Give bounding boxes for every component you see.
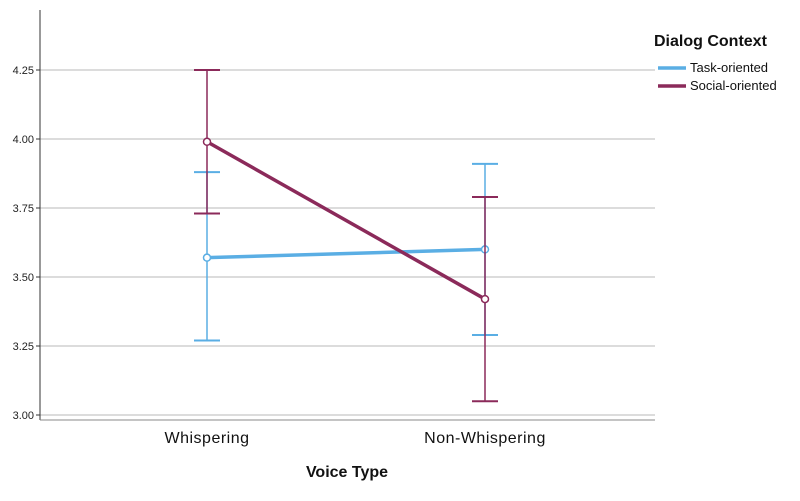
series-task-oriented <box>194 162 498 342</box>
legend-title: Dialog Context <box>654 33 768 50</box>
series-social-oriented <box>194 69 498 403</box>
y-tick-label: 3.75 <box>13 203 34 215</box>
legend-label: Social-oriented <box>690 78 777 93</box>
y-tick-label: 4.25 <box>13 65 34 77</box>
y-tick-label: 4.00 <box>13 134 34 146</box>
legend-items: Task-oriented Social-oriented <box>658 60 777 93</box>
axes <box>39 10 655 421</box>
x-category-label: Non-Whispering <box>424 430 546 447</box>
data-point <box>202 253 212 262</box>
x-category-labels: Whispering Non-Whispering <box>164 430 545 447</box>
x-category-label: Whispering <box>164 430 249 447</box>
series-line <box>205 247 487 260</box>
data-point <box>480 294 490 304</box>
series-line <box>205 140 487 301</box>
x-axis-title: Voice Type <box>306 464 388 481</box>
y-tick-label: 3.00 <box>13 410 34 422</box>
data-point <box>202 137 212 147</box>
y-tick-label: 3.25 <box>13 341 34 353</box>
legend: Dialog Context Task-oriented Social-orien… <box>654 33 777 93</box>
gridlines <box>36 69 655 416</box>
y-tick-label: 3.50 <box>13 272 34 284</box>
legend-label: Task-oriented <box>690 60 768 75</box>
y-tick-labels: 3.00 3.25 3.50 3.75 4.00 4.25 <box>13 65 34 422</box>
series <box>194 69 498 403</box>
